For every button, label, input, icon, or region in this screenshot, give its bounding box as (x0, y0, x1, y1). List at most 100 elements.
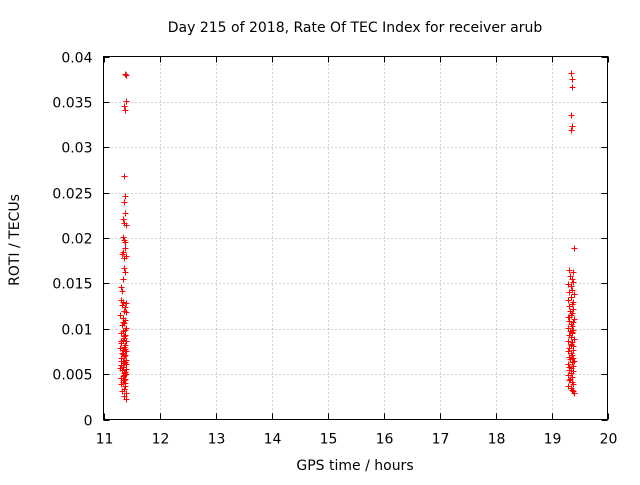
data-point (566, 303, 573, 310)
y-tick-label: 0.02 (61, 232, 92, 248)
y-tick-label: 0.015 (52, 277, 92, 293)
y-tick-label: 0.035 (52, 96, 92, 112)
plot-frame (103, 56, 608, 420)
data-point (123, 72, 130, 79)
data-point (121, 199, 128, 206)
data-point (569, 329, 576, 336)
y-tick-label: 0.025 (52, 187, 92, 203)
data-point (120, 234, 127, 241)
data-point (566, 267, 573, 274)
data-point (571, 245, 578, 252)
data-points (117, 70, 578, 403)
data-point (571, 316, 578, 323)
data-point (122, 245, 129, 252)
y-tick-label: 0 (84, 414, 93, 430)
data-point (123, 361, 130, 368)
data-point (122, 269, 129, 276)
data-point (121, 103, 128, 110)
x-tick-label: 17 (432, 432, 450, 448)
data-point (121, 265, 128, 272)
y-tick-label: 0.01 (61, 323, 92, 339)
data-point (119, 288, 126, 295)
data-point (119, 251, 126, 258)
grid (103, 56, 608, 420)
x-tick-label: 20 (600, 432, 618, 448)
y-tick-label: 0.03 (61, 141, 92, 157)
data-point (123, 309, 130, 316)
y-tick-label: 0.005 (52, 368, 92, 384)
x-tick-label: 16 (376, 432, 394, 448)
data-point (565, 372, 572, 379)
data-point (118, 330, 125, 337)
data-point (117, 312, 124, 319)
x-tick-label: 12 (152, 432, 170, 448)
data-point (119, 388, 126, 395)
data-point (568, 70, 575, 77)
x-tick-label: 14 (264, 432, 282, 448)
data-point (569, 359, 576, 366)
data-point (121, 173, 128, 180)
data-point (122, 304, 129, 311)
data-point (568, 127, 575, 134)
x-tick-label: 18 (488, 432, 506, 448)
data-point (571, 291, 578, 298)
data-point (568, 342, 575, 349)
data-point (568, 112, 575, 119)
chart-title: Day 215 of 2018, Rate Of TEC Index for r… (168, 20, 543, 36)
data-point (569, 123, 576, 130)
x-axis-label: GPS time / hours (296, 458, 413, 474)
data-point (118, 284, 125, 291)
data-point (122, 210, 129, 217)
data-point (121, 333, 128, 340)
data-point (123, 222, 130, 229)
data-point (122, 107, 129, 114)
data-point (565, 361, 572, 368)
y-axis-label: ROTI / TECUs (7, 194, 23, 286)
data-point (119, 367, 126, 374)
data-point (569, 323, 576, 330)
data-point (118, 338, 125, 345)
data-point (568, 283, 575, 290)
data-point (118, 381, 125, 388)
data-point (120, 351, 127, 358)
data-point (122, 193, 129, 200)
data-point (568, 294, 575, 301)
data-point (119, 322, 126, 329)
x-tick-label: 19 (544, 432, 562, 448)
x-tick-label: 15 (320, 432, 338, 448)
data-point (120, 319, 127, 326)
data-point (121, 372, 128, 379)
data-point (565, 297, 572, 304)
data-point (123, 396, 130, 403)
data-point (120, 299, 127, 306)
data-point (570, 355, 577, 362)
axis-ticks: 11 12 13 14 15 16 17 18 19 20 0 0.005 0.01 0.015 0.02 0… (52, 51, 617, 448)
data-point (570, 381, 577, 388)
data-point (569, 84, 576, 91)
data-point (571, 390, 578, 397)
data-point (123, 300, 130, 307)
data-point (569, 276, 576, 283)
data-point (122, 327, 129, 334)
data-point (565, 338, 572, 345)
data-point (123, 98, 130, 105)
data-point (570, 279, 577, 286)
data-point (121, 255, 128, 262)
data-point (566, 314, 573, 321)
data-point (120, 276, 127, 283)
data-point (122, 239, 129, 246)
data-point (118, 358, 125, 365)
x-tick-label: 11 (96, 432, 114, 448)
x-tick-label: 13 (208, 432, 226, 448)
data-point (566, 289, 573, 296)
y-tick-label: 0.04 (61, 51, 92, 67)
data-point (566, 364, 573, 371)
data-point (569, 76, 576, 83)
data-point (120, 216, 127, 223)
data-point (122, 71, 129, 78)
data-point (122, 380, 129, 387)
data-point (570, 269, 577, 276)
data-point (122, 346, 129, 353)
